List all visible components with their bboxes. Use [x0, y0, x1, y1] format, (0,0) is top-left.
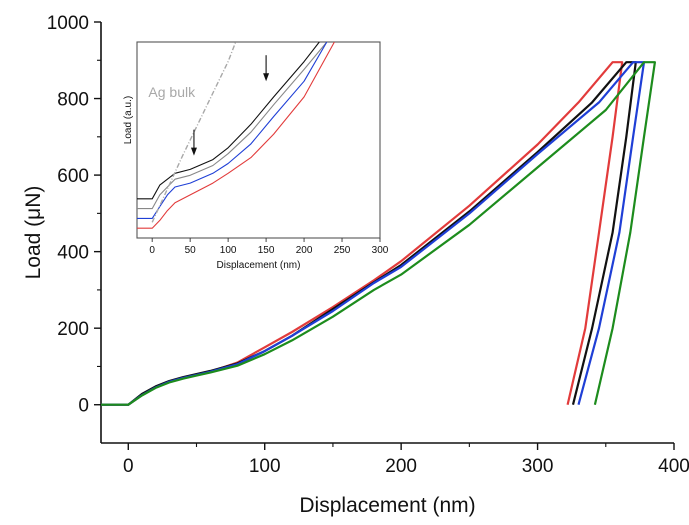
inset-plot: 0 50 100 150 200 250 300 Displacement (nm) Load … [123, 41, 389, 271]
y-tick-label: 400 [57, 243, 89, 264]
inset-arrow-head [190, 147, 197, 156]
x-tick-label: 200 [385, 456, 417, 477]
y-tick-label: 600 [57, 166, 89, 187]
y-tick-label: 800 [57, 90, 89, 111]
x-tick-label: 400 [658, 456, 689, 477]
x-axis-title: Displacement (nm) [299, 494, 475, 517]
y-axis-title: Load (μN) [22, 186, 45, 280]
series-line-4 [101, 61, 657, 406]
inset-x-tick-label: 200 [296, 245, 313, 256]
inset-x-tick-label: 250 [334, 245, 351, 256]
inset-series-line-1 [137, 42, 320, 200]
inset-reference-line [151, 42, 237, 223]
inset-series-group [137, 42, 335, 229]
inset-frame [136, 41, 381, 239]
inset-x-tick-label: 150 [258, 245, 275, 256]
inset-arrow-head [263, 73, 270, 82]
y-tick-label: 1000 [47, 13, 89, 34]
inset-x-tick-label: 100 [220, 245, 237, 256]
inset-series-line-4 [137, 42, 335, 229]
inset-x-tick-label: 0 [149, 245, 155, 256]
x-tick-label: 100 [249, 456, 281, 477]
y-tick-label: 200 [57, 319, 89, 340]
inset-series-line-3 [137, 42, 328, 219]
x-tick-label: 0 [123, 456, 134, 477]
inset-x-tick-label: 300 [372, 245, 389, 256]
y-tick-label: 0 [78, 396, 89, 417]
x-tick-label: 300 [522, 456, 554, 477]
inset-x-tick-label: 50 [185, 245, 197, 256]
inset-x-axis-title: Displacement (nm) [217, 260, 301, 271]
inset-series-line-2 [137, 42, 328, 210]
main-plot: 0 100 200 300 40002004006008001000Displaceme… [22, 13, 689, 517]
inset-annotation-label: Ag bulk [148, 84, 196, 100]
inset-y-axis-title: Load (a.u.) [123, 96, 134, 144]
